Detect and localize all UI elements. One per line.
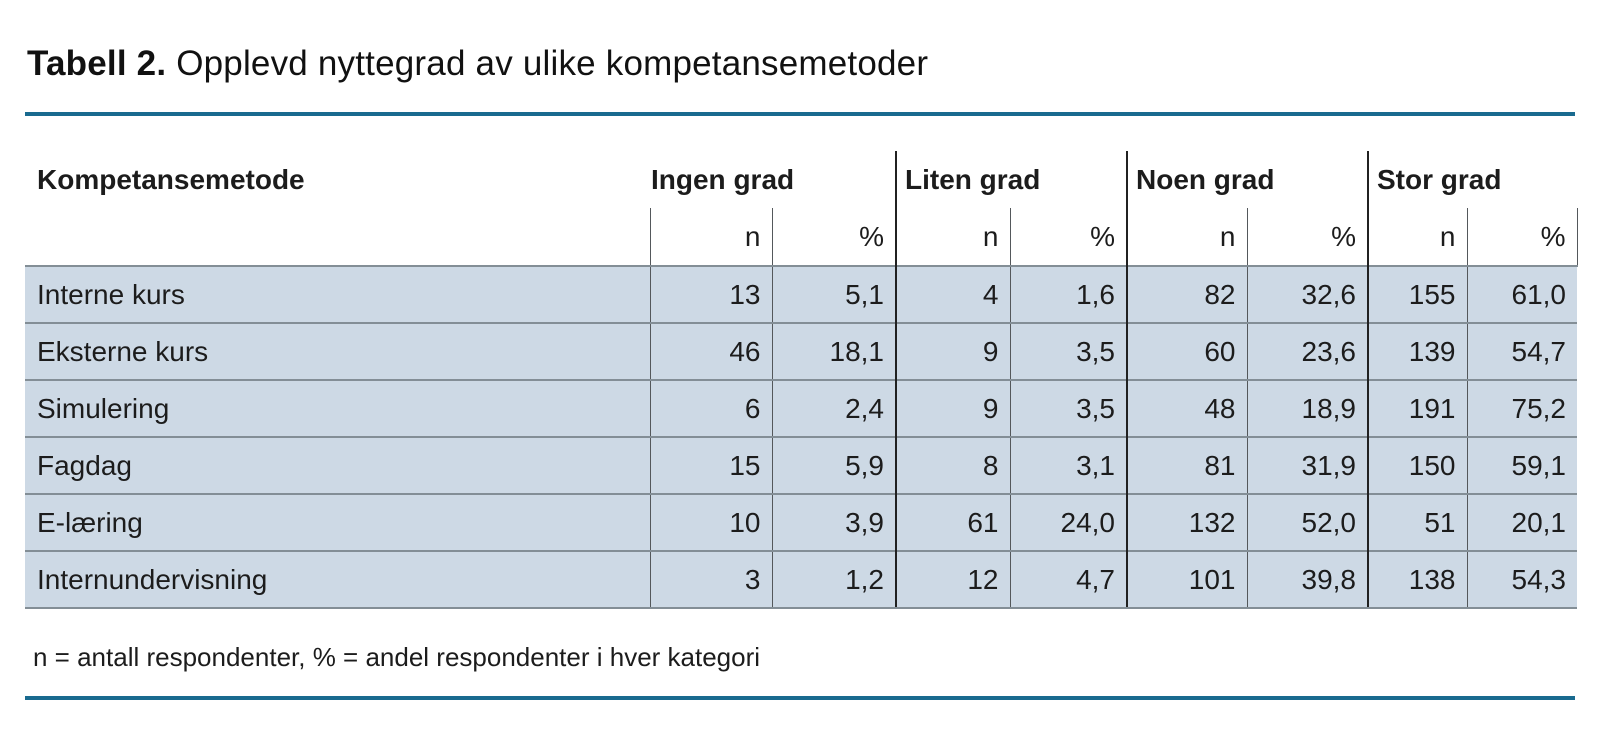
table-cell: 32,6 — [1246, 265, 1368, 324]
competence-methods-table: Kompetansemetode Ingen grad Liten grad N… — [25, 151, 1578, 610]
table-cell: 52,0 — [1246, 493, 1368, 552]
table-caption-number: Tabell 2. — [27, 44, 167, 83]
table-cell: 75,2 — [1466, 379, 1577, 438]
table-cell: 150 — [1367, 436, 1467, 495]
table-cell: 3,1 — [1009, 436, 1127, 495]
table-cell: 12 — [895, 550, 1010, 610]
table-cell: 155 — [1367, 265, 1467, 324]
table-cell: 3,5 — [1009, 322, 1127, 381]
sub-header-pct: % — [771, 208, 896, 267]
table-cell: 48 — [1126, 379, 1247, 438]
table-row-simulering: Simulering 6 2,4 9 3,5 48 18,9 191 75,2 — [25, 379, 1577, 438]
header-group-row: Kompetansemetode Ingen grad Liten grad N… — [25, 151, 1577, 209]
table-cell: 9 — [895, 379, 1010, 438]
table-cell: 138 — [1367, 550, 1467, 610]
group-header-ingen-grad: Ingen grad — [651, 163, 795, 195]
sub-header-n: n — [1126, 208, 1247, 267]
table-cell: 18,1 — [771, 322, 896, 381]
table-cell: 5,1 — [771, 265, 896, 324]
table-cell: 3 — [649, 550, 772, 610]
table-cell: 6 — [649, 379, 772, 438]
header-spacer — [25, 208, 650, 266]
row-label: Interne kurs — [25, 265, 650, 324]
header-sub-row: n % n % n % n % — [25, 208, 1578, 267]
table-cell: 23,6 — [1246, 322, 1368, 381]
group-header-stor-grad: Stor grad — [1367, 151, 1577, 209]
sub-header-n: n — [895, 208, 1010, 267]
sub-header-n: n — [1367, 208, 1467, 267]
table-cell: 24,0 — [1009, 493, 1127, 552]
sub-header-pct: % — [1466, 208, 1578, 267]
sub-header-pct: % — [1009, 208, 1127, 267]
row-label: E-læring — [25, 493, 650, 552]
row-label: Simulering — [25, 379, 650, 438]
top-accent-rule — [25, 112, 1575, 117]
table-cell: 3,5 — [1009, 379, 1127, 438]
table-cell: 81 — [1126, 436, 1247, 495]
sub-header-pct: % — [1246, 208, 1368, 267]
table-cell: 4,7 — [1009, 550, 1127, 610]
table-cell: 101 — [1126, 550, 1247, 610]
table-caption-title: Opplevd nyttegrad av ulike kompetansemet… — [176, 44, 929, 83]
table-row-e-laering: E-læring 10 3,9 61 24,0 132 52,0 51 20,1 — [25, 493, 1577, 552]
table-cell: 132 — [1126, 493, 1247, 552]
table-cell: 39,8 — [1246, 550, 1368, 610]
table-cell: 2,4 — [771, 379, 896, 438]
table-row-internundervisning: Internundervisning 3 1,2 12 4,7 101 39,8… — [25, 550, 1577, 610]
table-cell: 15 — [649, 436, 772, 495]
group-header-liten-grad: Liten grad — [895, 151, 1127, 209]
group-header-noen-grad: Noen grad — [1126, 151, 1368, 209]
table-cell: 13 — [649, 265, 772, 324]
table-cell: 60 — [1126, 322, 1247, 381]
table-cell: 61 — [895, 493, 1010, 552]
table-cell: 1,2 — [771, 550, 896, 610]
table-cell: 5,9 — [771, 436, 896, 495]
row-label: Eksterne kurs — [25, 322, 650, 381]
table-cell: 8 — [895, 436, 1010, 495]
table-cell: 54,7 — [1466, 322, 1577, 381]
table-row-interne-kurs: Interne kurs 13 5,1 4 1,6 82 32,6 155 61… — [25, 265, 1577, 324]
table-cell: 59,1 — [1466, 436, 1577, 495]
table-footnote: n = antall respondenter, % = andel respo… — [33, 642, 761, 673]
table-cell: 9 — [895, 322, 1010, 381]
table-cell: 46 — [649, 322, 772, 381]
table-cell: 31,9 — [1246, 436, 1368, 495]
table-cell: 1,6 — [1009, 265, 1127, 324]
table-cell: 51 — [1367, 493, 1467, 552]
table-cell: 54,3 — [1466, 550, 1577, 610]
table-cell: 61,0 — [1466, 265, 1577, 324]
bottom-accent-rule — [25, 696, 1575, 701]
table-cell: 191 — [1367, 379, 1467, 438]
table-cell: 10 — [649, 493, 772, 552]
table-cell: 82 — [1126, 265, 1247, 324]
row-label: Internundervisning — [25, 550, 650, 610]
table-row-fagdag: Fagdag 15 5,9 8 3,1 81 31,9 150 59,1 — [25, 436, 1577, 495]
table-cell: 20,1 — [1466, 493, 1577, 552]
table-cell: 3,9 — [771, 493, 896, 552]
table-cell: 139 — [1367, 322, 1467, 381]
table-cell: 4 — [895, 265, 1010, 324]
column-header-kompetansemetode: Kompetansemetode — [37, 163, 305, 195]
sub-header-n: n — [649, 208, 772, 267]
table-cell: 18,9 — [1246, 379, 1368, 438]
table-row-eksterne-kurs: Eksterne kurs 46 18,1 9 3,5 60 23,6 139 … — [25, 322, 1577, 381]
row-label: Fagdag — [25, 436, 650, 495]
table-caption: Tabell 2. Opplevd nyttegrad av ulike kom… — [27, 44, 1575, 84]
